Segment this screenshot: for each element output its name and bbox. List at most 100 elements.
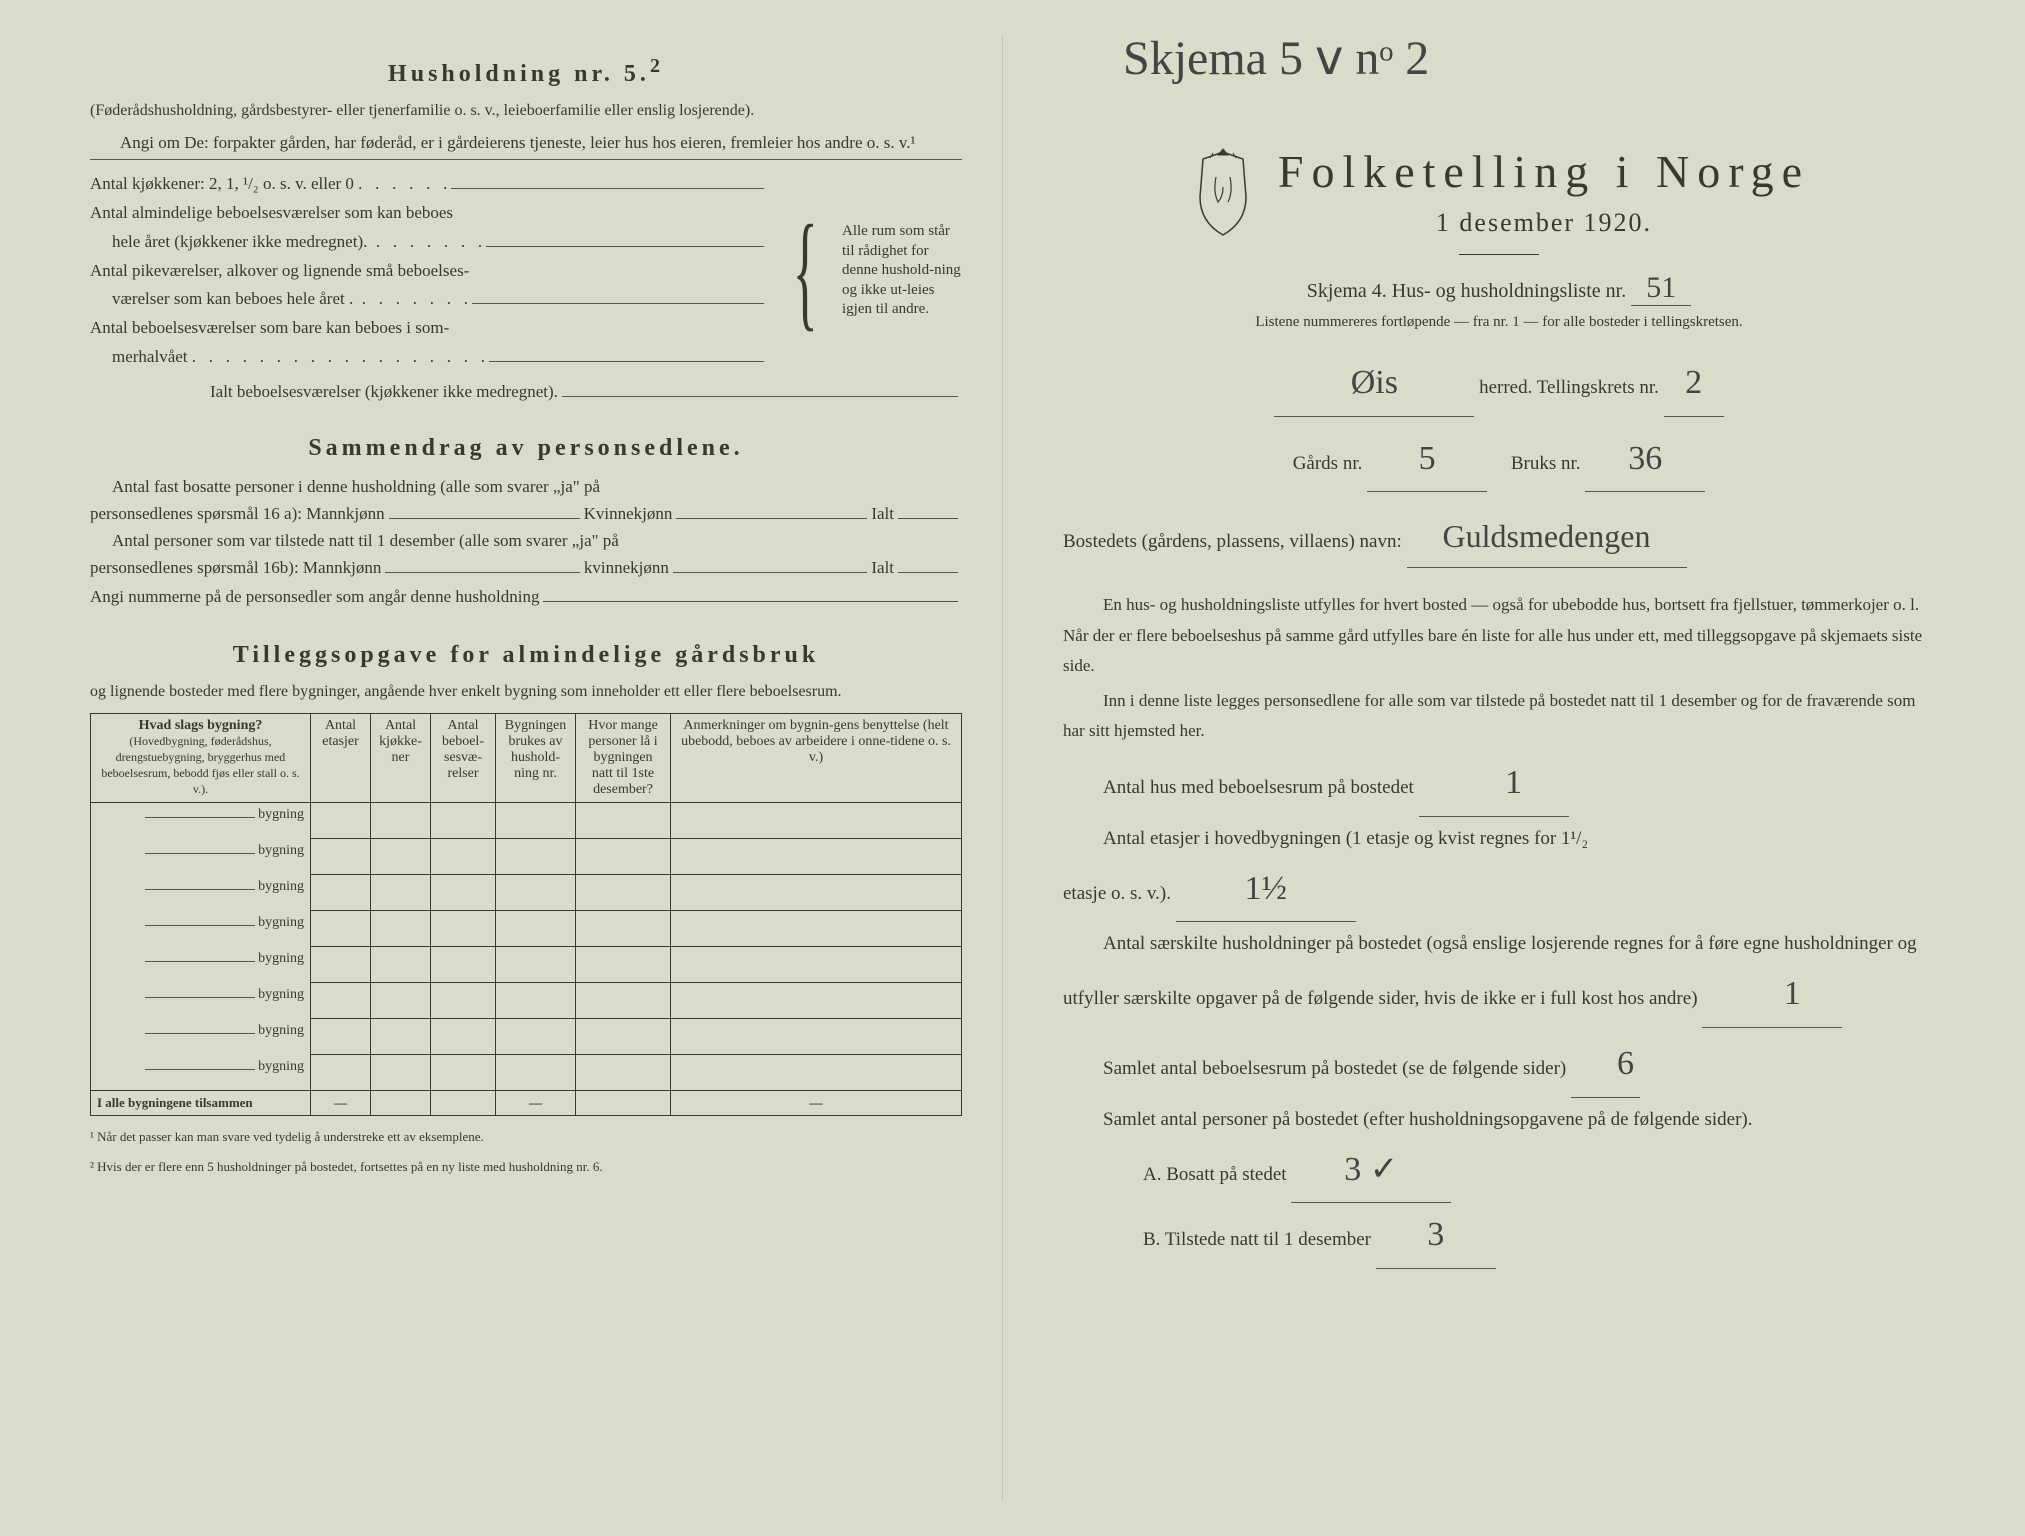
aB: 3 — [1376, 1203, 1496, 1269]
angi-line: Angi om De: forpakter gården, har føderå… — [90, 130, 962, 156]
s-angi: Angi nummerne på de personsedler som ang… — [90, 583, 539, 612]
right-body: Øis herred. Tellingskrets nr. 2 Gårds nr… — [1063, 351, 1935, 1269]
gards-nr: 5 — [1367, 427, 1487, 493]
row3a: Antal pikeværelser, alkover og lignende … — [90, 257, 469, 286]
th2: Antal etasjer — [311, 714, 371, 803]
bruks-nr: 36 — [1585, 427, 1705, 493]
h5-sub: (Føderådshusholdning, gårdsbestyrer- ell… — [90, 100, 962, 122]
main-title: Folketelling i Norge — [1278, 145, 1810, 198]
s-kvin2: kvinnekjønn — [584, 554, 669, 583]
byg-label: bygning — [258, 1059, 304, 1074]
left-page: Husholdning nr. 5.2 (Føderådshusholdning… — [50, 35, 1003, 1501]
q4-line: Samlet antal beboelsesrum på bostedet (s… — [1063, 1032, 1935, 1098]
q2b: etasje o. s. v.). — [1063, 883, 1171, 904]
skjema-label: Skjema 4. Hus- og husholdningsliste nr. — [1307, 280, 1626, 302]
h5-title-text: Husholdning nr. 5. — [388, 61, 650, 87]
totals-label: I alle bygningene tilsammen — [91, 1091, 311, 1116]
a1: 1 — [1419, 751, 1569, 817]
s2-mann-fill — [385, 554, 580, 573]
totals-row: I alle bygningene tilsammen ——— — [91, 1091, 962, 1116]
s1-kvin-fill — [676, 500, 867, 519]
q2-line: Antal etasjer i hovedbygningen (1 etasje… — [1063, 821, 1935, 857]
th4: Antal beboel-sesvæ-relser — [431, 714, 496, 803]
byg-label: bygning — [258, 915, 304, 930]
para2: Inn i denne liste legges personsedlene f… — [1063, 686, 1935, 747]
footnote2: ² Hvis der er flere enn 5 husholdninger … — [90, 1158, 962, 1176]
s1-mann-fill — [389, 500, 580, 519]
bygning-table: Hvad slags bygning? (Hovedbygning, føder… — [90, 713, 962, 1116]
th5: Bygningen brukes av hushold-ning nr. — [496, 714, 576, 803]
bracket-left-rows: Antal kjøkkener: 2, 1, ¹/₂ o. s. v. elle… — [90, 170, 768, 372]
table-row: bygning — [91, 875, 962, 911]
s-kvin: Kvinnekjønn — [584, 500, 673, 529]
table-row: bygning — [91, 911, 962, 947]
coat-of-arms-icon — [1188, 147, 1258, 237]
q3-line: Antal særskilte husholdninger på bostede… — [1063, 926, 1935, 1028]
s-ialt1: Ialt — [871, 500, 894, 529]
bracket-block: Antal kjøkkener: 2, 1, ¹/₂ o. s. v. elle… — [90, 170, 962, 372]
gards-label: Gårds nr. — [1293, 453, 1363, 474]
s-line2a: Antal personer som var tilstede natt til… — [90, 528, 962, 554]
s-line1a: Antal fast bosatte personer i denne hush… — [90, 474, 962, 500]
table-row: bygning — [91, 803, 962, 839]
byg-label: bygning — [258, 1023, 304, 1038]
table-body: bygning bygning bygning bygning bygning … — [91, 803, 962, 1116]
q1: Antal hus med beboelsesrum på bostedet — [1103, 777, 1414, 798]
gards-line: Gårds nr. 5 Bruks nr. 36 — [1063, 427, 1935, 493]
byg-label: bygning — [258, 987, 304, 1002]
row3b: værelser som kan beboes hele året . . . … — [90, 285, 468, 314]
table-row: bygning — [91, 983, 962, 1019]
qB-line: B. Tilstede natt til 1 desember 3 — [1063, 1203, 1935, 1269]
table-row: bygning — [91, 947, 962, 983]
s-ialt2: Ialt — [871, 554, 894, 583]
title-block: Folketelling i Norge 1 desember 1920. Sk… — [1063, 145, 1935, 331]
th7: Anmerkninger om bygnin-gens benyttelse (… — [671, 714, 962, 803]
row2b: hele året (kjøkkener ikke medregnet). . … — [90, 228, 482, 257]
a2: 1½ — [1176, 857, 1356, 923]
para1: En hus- og husholdningsliste utfylles fo… — [1063, 590, 1935, 682]
s-line2b: personsedlenes spørsmål 16b): Mannkjønn — [90, 554, 381, 583]
a3: 1 — [1702, 962, 1842, 1028]
th1-sub: (Hovedbygning, føderådshus, drengstuebyg… — [101, 734, 299, 796]
row4a: Antal beboelsesværelser som bare kan beb… — [90, 314, 449, 343]
title-rule — [1459, 254, 1539, 255]
row4-fill — [489, 344, 764, 363]
skjema-line: Skjema 4. Hus- og husholdningsliste nr. … — [1063, 271, 1935, 306]
s1-ialt-fill — [898, 500, 958, 519]
a4: 6 — [1571, 1032, 1640, 1098]
row4b: merhalvået . . . . . . . . . . . . . . .… — [90, 343, 485, 372]
bosted-hw: Guldsmedengen — [1407, 506, 1687, 568]
q1-line: Antal hus med beboelsesrum på bostedet 1 — [1063, 751, 1935, 817]
bosted-line: Bostedets (gårdens, plassens, villaens) … — [1063, 506, 1935, 568]
qB: B. Tilstede natt til 1 desember — [1143, 1229, 1371, 1250]
byg-label: bygning — [258, 879, 304, 894]
row1: Antal kjøkkener: 2, 1, ¹/₂ o. s. v. elle… — [90, 170, 447, 199]
herred-line: Øis herred. Tellingskrets nr. 2 — [1063, 351, 1935, 417]
th1-title: Hvad slags bygning? — [139, 718, 263, 733]
h5-sup: 2 — [650, 55, 664, 77]
table-row: bygning — [91, 839, 962, 875]
th3: Antal kjøkke-ner — [371, 714, 431, 803]
ialt-label: Ialt beboelsesværelser (kjøkkener ikke m… — [210, 378, 558, 407]
byg-label: bygning — [258, 951, 304, 966]
table-row: bygning — [91, 1019, 962, 1055]
bosted-label: Bostedets (gårdens, plassens, villaens) … — [1063, 531, 1402, 552]
s2-ialt-fill — [898, 554, 958, 573]
s-line1b: personsedlenes spørsmål 16 a): Mannkjønn — [90, 500, 385, 529]
q4: Samlet antal beboelsesrum på bostedet (s… — [1103, 1058, 1566, 1079]
ialt-fill — [562, 378, 958, 397]
listene-note: Listene nummereres fortløpende — fra nr.… — [1063, 314, 1935, 331]
aA: 3 ✓ — [1291, 1138, 1451, 1204]
s-angi-fill — [543, 583, 958, 602]
byg-label: bygning — [258, 807, 304, 822]
s2-kvin-fill — [673, 554, 868, 573]
q2b-line: etasje o. s. v.). 1½ — [1063, 857, 1935, 923]
bruks-label: Bruks nr. — [1511, 453, 1581, 474]
curly-brace: { — [792, 201, 817, 341]
q5-line: Samlet antal personer på bostedet (efter… — [1063, 1102, 1935, 1138]
krets-nr: 2 — [1664, 351, 1724, 417]
bracket-note: Alle rum som står til rådighet for denne… — [842, 222, 962, 320]
row2-fill — [486, 228, 763, 247]
q2a: Antal etasjer i hovedbygningen (1 etasje… — [1103, 828, 1588, 849]
table-row: bygning — [91, 1055, 962, 1091]
